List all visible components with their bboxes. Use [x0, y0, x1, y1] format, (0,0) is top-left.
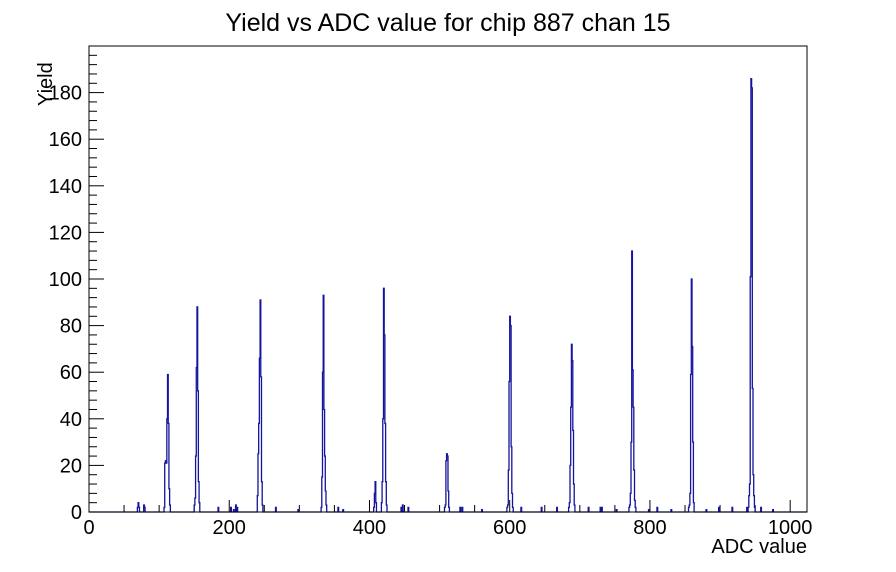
y-tick-label: 100 — [49, 269, 82, 291]
y-tick-label: 20 — [60, 455, 82, 477]
y-axis-ticks — [89, 45, 104, 513]
y-tick-label: 160 — [49, 129, 82, 151]
chart-title: Yield vs ADC value for chip 887 chan 15 — [225, 9, 670, 37]
y-tick-label: 120 — [49, 222, 82, 244]
y-tick-label: 0 — [71, 502, 82, 524]
histogram-series — [89, 77, 807, 513]
y-axis-title: Yield — [35, 62, 57, 106]
x-tick-label: 400 — [353, 517, 386, 539]
x-axis-title: ADC value — [711, 536, 807, 558]
y-axis-tick-labels: 0 20 40 60 80 100 120 140 160 180 — [49, 83, 82, 524]
y-tick-label: 40 — [60, 409, 82, 431]
y-tick-label: 80 — [60, 316, 82, 338]
x-tick-label: 600 — [493, 517, 526, 539]
y-tick-label: 140 — [49, 176, 82, 198]
x-tick-label: 0 — [83, 517, 94, 539]
x-tick-label: 800 — [633, 517, 666, 539]
plot-frame — [88, 45, 808, 513]
x-tick-label: 200 — [213, 517, 246, 539]
y-tick-label: 180 — [49, 83, 82, 105]
y-tick-label: 60 — [60, 362, 82, 384]
x-axis-tick-labels: 0 200 400 600 800 1000 — [83, 517, 812, 539]
x-tick-label: 1000 — [768, 517, 813, 539]
